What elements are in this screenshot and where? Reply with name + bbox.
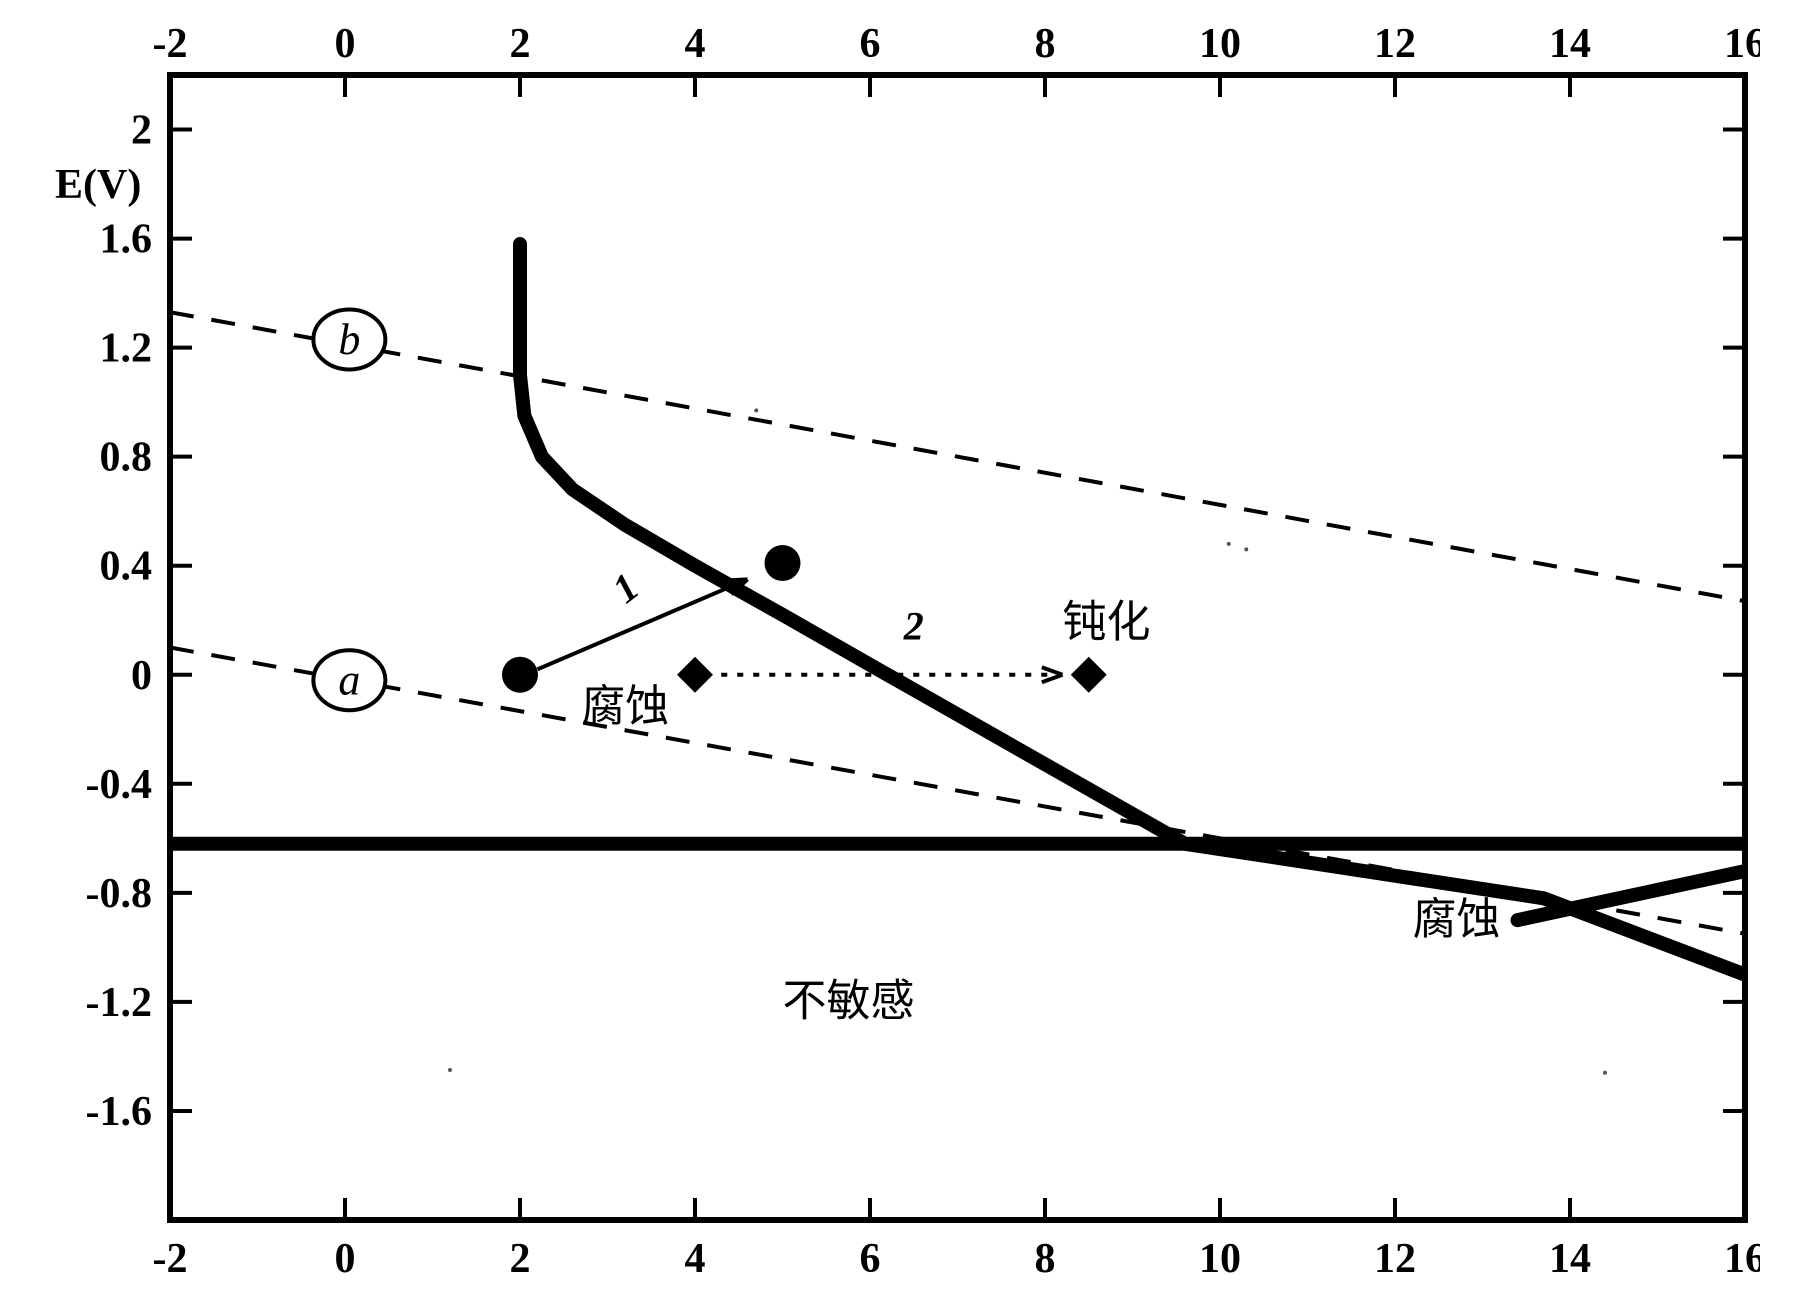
svg-text:16: 16	[1724, 21, 1760, 67]
svg-text:6: 6	[860, 1236, 881, 1282]
svg-text:8: 8	[1035, 1236, 1056, 1282]
pourbaix-chart: -2 -2 0 0 2 2 4 4 6 6 8 8 10 10 12 12 14 14 16 16 -1.6 -1.2 -0…	[40, 10, 1760, 1290]
svg-text:-0.4: -0.4	[86, 762, 153, 808]
svg-text:2: 2	[510, 1236, 531, 1282]
svg-text:0.8: 0.8	[100, 435, 153, 481]
svg-text:a: a	[338, 656, 360, 705]
svg-text:16: 16	[1724, 1236, 1760, 1282]
svg-text:0: 0	[335, 21, 356, 67]
svg-text:腐蚀: 腐蚀	[581, 682, 669, 731]
svg-text:b: b	[338, 315, 360, 364]
svg-text:钝化: 钝化	[1063, 598, 1151, 647]
svg-text:14: 14	[1549, 1236, 1591, 1282]
svg-text:0: 0	[335, 1236, 356, 1282]
svg-text:0.4: 0.4	[100, 544, 153, 590]
svg-text:4: 4	[685, 21, 706, 67]
chart-svg: -2 -2 0 0 2 2 4 4 6 6 8 8 10 10 12 12 14 14 16 16 -1.6 -1.2 -0…	[40, 10, 1760, 1290]
svg-text:E(V): E(V)	[55, 162, 141, 208]
svg-text:10: 10	[1199, 21, 1241, 67]
svg-text:不敏感: 不敏感	[783, 977, 915, 1026]
svg-text:2: 2	[131, 108, 152, 154]
svg-text:1.6: 1.6	[100, 217, 153, 263]
svg-text:2: 2	[903, 603, 924, 648]
svg-text:-2: -2	[153, 21, 188, 67]
svg-text:14: 14	[1549, 21, 1591, 67]
svg-text:12: 12	[1374, 21, 1416, 67]
svg-text:-1.2: -1.2	[86, 980, 153, 1026]
svg-text:8: 8	[1035, 21, 1056, 67]
svg-text:腐蚀: 腐蚀	[1413, 895, 1501, 944]
svg-text:-0.8: -0.8	[86, 871, 153, 917]
svg-text:6: 6	[860, 21, 881, 67]
svg-text:2: 2	[510, 21, 531, 67]
svg-text:4: 4	[685, 1236, 706, 1282]
svg-text:0: 0	[131, 653, 152, 699]
svg-text:10: 10	[1199, 1236, 1241, 1282]
svg-text:12: 12	[1374, 1236, 1416, 1282]
svg-text:1.2: 1.2	[100, 326, 153, 372]
svg-text:-1.6: -1.6	[86, 1089, 153, 1135]
svg-text:-2: -2	[153, 1236, 188, 1282]
